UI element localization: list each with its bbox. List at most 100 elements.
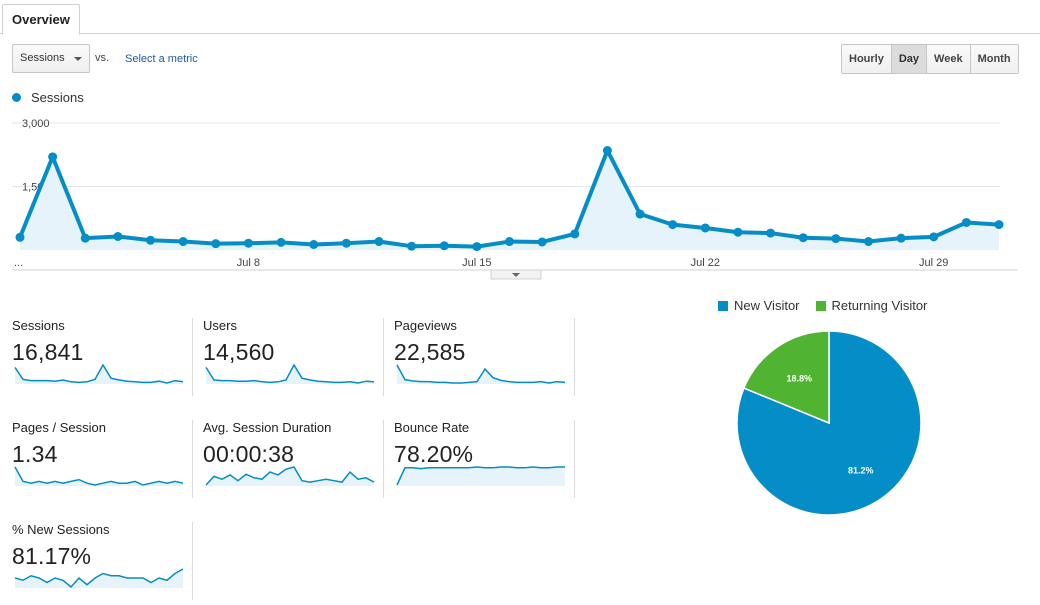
hourly-button[interactable]: Hourly: [842, 45, 891, 73]
sparkline-area: [15, 569, 183, 588]
pie-slice-returning-visitor[interactable]: [742, 330, 830, 425]
divider: [192, 522, 193, 600]
tile-label: Pages / Session: [12, 420, 106, 435]
metric-select[interactable]: Sessions: [12, 44, 90, 73]
tab-overview[interactable]: Overview: [2, 4, 80, 35]
legend-returning-visitor: Returning Visitor: [815, 298, 928, 313]
tile-pages-per-session: Pages / Session 1.34: [12, 420, 192, 500]
data-point[interactable]: [700, 223, 710, 233]
divider: [383, 420, 384, 498]
sparkline: [14, 466, 184, 486]
sparkline: [205, 466, 375, 486]
data-point[interactable]: [15, 232, 25, 242]
new-visitor-label: New Visitor: [734, 298, 800, 313]
select-metric-link[interactable]: Select a metric: [125, 53, 198, 65]
new-visitor-swatch: [718, 300, 728, 311]
x-tick-label: Jul 22: [691, 257, 720, 269]
data-point[interactable]: [407, 241, 417, 251]
data-point[interactable]: [798, 233, 808, 243]
divider: [192, 318, 193, 396]
sparkline-area: [206, 365, 374, 384]
data-point[interactable]: [929, 232, 939, 242]
tile-label: Pageviews: [394, 318, 457, 333]
tile-users: Users 14,560: [203, 318, 383, 398]
data-point[interactable]: [570, 229, 580, 239]
week-button[interactable]: Week: [926, 45, 970, 73]
tile-percent-new-sessions: % New Sessions 81.17%: [12, 522, 192, 602]
data-point[interactable]: [766, 228, 776, 238]
x-tick-label: Jul 29: [919, 257, 948, 269]
data-point[interactable]: [48, 152, 58, 162]
data-point[interactable]: [113, 231, 123, 241]
tile-label: Sessions: [12, 318, 65, 333]
data-point[interactable]: [602, 146, 612, 156]
sessions-legend-dot: [12, 93, 21, 102]
data-point[interactable]: [733, 227, 743, 237]
divider: [574, 420, 575, 498]
sparkline-line: [396, 364, 566, 384]
tile-avg-session-duration: Avg. Session Duration 00:00:38: [203, 420, 383, 500]
sessions-area: [20, 150, 999, 250]
data-point[interactable]: [243, 238, 253, 248]
sparkline-area: [15, 365, 183, 384]
sparkline-area: [397, 467, 565, 486]
data-point[interactable]: [961, 217, 971, 227]
y-tick-label: 3,000: [22, 118, 50, 130]
tile-sessions: Sessions 16,841: [12, 318, 192, 398]
x-tick-label: Jul 8: [237, 257, 260, 269]
data-point[interactable]: [863, 237, 873, 247]
caret-down-icon: [74, 57, 82, 61]
data-point[interactable]: [896, 233, 906, 243]
data-point[interactable]: [309, 239, 319, 249]
x-tick-label: ...: [14, 257, 23, 269]
tile-value: 1.34: [12, 441, 58, 467]
tile-bounce-rate: Bounce Rate 78.20%: [394, 420, 574, 500]
data-point[interactable]: [211, 239, 221, 249]
data-point[interactable]: [668, 220, 678, 230]
chevron-down-icon: [512, 273, 520, 277]
visitor-pie-chart: 81.2% 18.8%: [736, 330, 922, 516]
sparkline-line: [14, 568, 184, 589]
pie-slice-label: 18.8%: [787, 374, 813, 384]
data-point[interactable]: [341, 238, 351, 248]
tile-label: Bounce Rate: [394, 420, 470, 435]
range-selector: Hourly Day Week Month: [841, 44, 1019, 74]
sparkline: [205, 364, 375, 384]
tile-value: 00:00:38: [203, 441, 295, 467]
data-point[interactable]: [146, 235, 156, 245]
sparkline-line: [14, 466, 184, 486]
data-point[interactable]: [831, 234, 841, 244]
data-point[interactable]: [537, 237, 547, 247]
sparkline: [396, 466, 565, 486]
day-button[interactable]: Day: [890, 45, 927, 73]
data-point[interactable]: [505, 237, 514, 247]
sparkline-area: [206, 467, 374, 486]
data-point[interactable]: [80, 233, 90, 243]
tile-label: % New Sessions: [12, 522, 110, 537]
data-point[interactable]: [635, 209, 645, 219]
data-point[interactable]: [374, 237, 384, 247]
vs-label: vs.: [95, 52, 110, 64]
data-point[interactable]: [472, 242, 482, 252]
divider: [192, 420, 193, 498]
month-button[interactable]: Month: [969, 45, 1018, 73]
tile-value: 81.17%: [12, 543, 92, 569]
tile-value: 14,560: [203, 339, 275, 365]
sparkline-line: [396, 466, 565, 486]
x-tick-label: Jul 15: [462, 257, 491, 269]
sparkline-line: [205, 466, 375, 486]
data-point[interactable]: [994, 220, 1004, 230]
legend-new-visitor: New Visitor: [718, 298, 800, 313]
tab-bar: Overview: [0, 0, 1040, 35]
returning-visitor-label: Returning Visitor: [831, 298, 928, 313]
sparkline: [14, 364, 184, 384]
tile-label: Users: [203, 318, 237, 333]
sparkline-area: [397, 365, 565, 384]
data-point[interactable]: [276, 237, 286, 247]
chart-legend: Sessions: [12, 90, 84, 105]
pie-legend: New Visitor Returning Visitor: [718, 298, 943, 313]
sparkline-line: [14, 364, 184, 384]
data-point[interactable]: [178, 237, 188, 247]
data-point[interactable]: [439, 241, 449, 251]
